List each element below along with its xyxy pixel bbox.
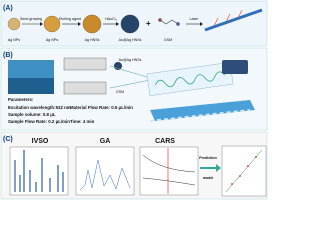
- parameter: Sample volume: 0.8 μL: [8, 112, 56, 117]
- reagent-label: GSM: [116, 90, 124, 94]
- result-thumbnails: [9, 145, 267, 197]
- item-label: Ag NPs: [46, 38, 58, 42]
- panel-label: (B): [3, 52, 13, 59]
- svg-text:+: +: [146, 19, 151, 28]
- panel-label: (C): [3, 136, 13, 143]
- item-label: Au@Ag HNSs: [119, 38, 142, 42]
- item-label: Ag NPs: [8, 38, 20, 42]
- reagent-label: Au@Ag HNSs: [119, 58, 142, 62]
- prediction-label: model: [203, 176, 214, 180]
- microfluidic-setup: [8, 57, 255, 122]
- figure: (A) + Seed growing Etching agent HAuCl₄ …: [0, 0, 268, 200]
- synthesis-scheme: +: [7, 8, 263, 34]
- parameter: Sample Flow Rate: 0.2 μL/min: [8, 119, 70, 124]
- method-title: IVSO: [32, 138, 49, 145]
- parameter: Excitation wavelength:532 nm: [8, 105, 71, 110]
- item-label: GSM: [164, 38, 172, 42]
- step-label: Etching agent: [59, 17, 81, 21]
- prediction-label: Prediction: [199, 156, 217, 160]
- parameter: Material Flow Rate: 0.5 μL/min: [70, 105, 133, 110]
- panel-label: (A): [3, 5, 13, 12]
- method-title: CARS: [155, 138, 175, 145]
- item-label: Ag HNSs: [85, 38, 100, 42]
- method-title: GA: [100, 138, 111, 145]
- parameters-title: Parameters:: [8, 97, 34, 102]
- step-label: Seed growing: [20, 17, 42, 21]
- step-label: HAuCl₄: [105, 17, 117, 21]
- parameter: Time: 4 min: [70, 119, 95, 124]
- step-label: Laser: [190, 17, 200, 21]
